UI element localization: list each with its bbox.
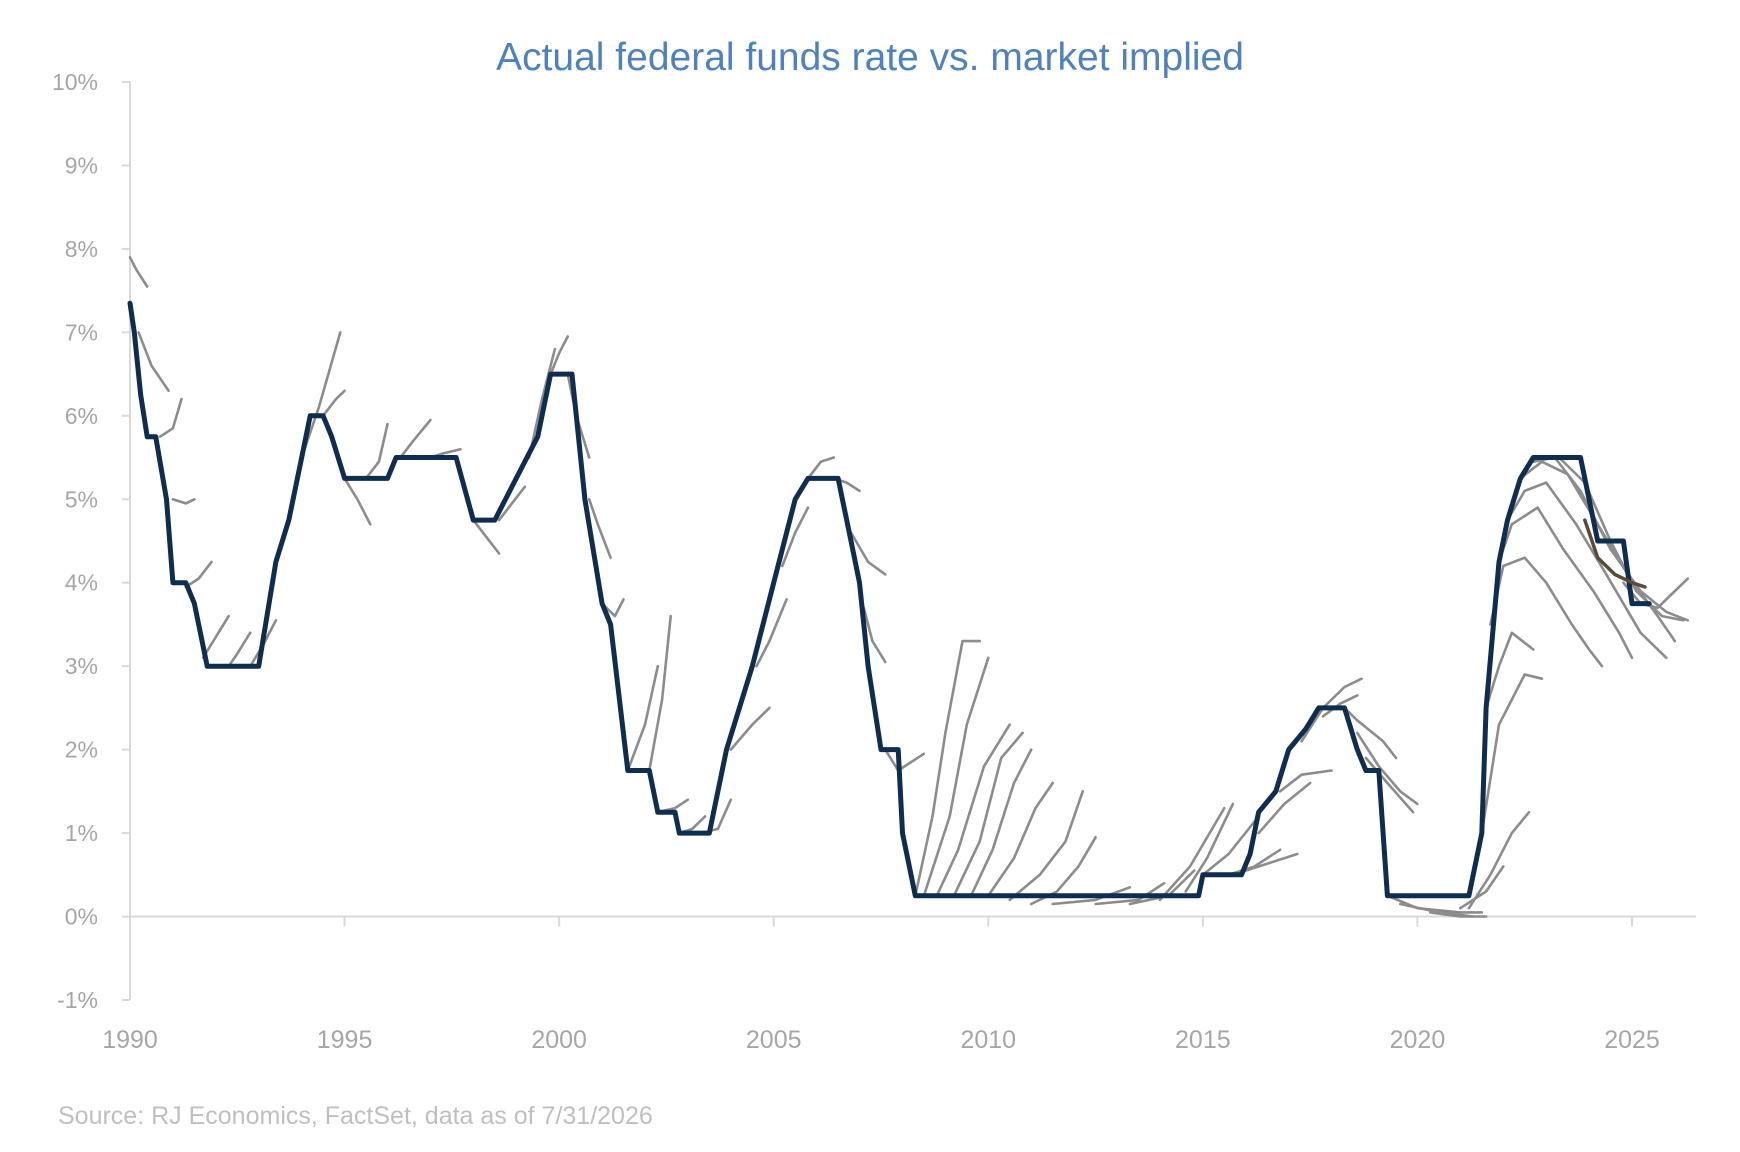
implied-path-58 [1386,894,1484,914]
axes: -1% 0% 1% 2% 3% 4% 5% 6% 7% 8% 9% 10% 1990 1995 2000 20… [52,69,1696,1054]
y-tick-label: 0% [65,904,98,930]
implied-path-22 [626,664,660,772]
y-tick-label: -1% [57,987,98,1013]
x-tick-label: 2020 [1390,1026,1446,1054]
y-tick-label: 9% [65,152,98,178]
implied-path-27 [729,706,771,751]
implied-path-61 [1467,810,1531,910]
implied-path-18 [549,335,569,376]
implied-path-29 [781,506,810,568]
y-tick-label: 6% [65,403,98,429]
y-tick-label: 7% [65,319,98,345]
latest-implied-path [1583,518,1647,589]
y-tick-label: 4% [65,570,98,596]
implied-path-55 [1343,706,1398,760]
actual-rate-line [127,300,1652,899]
implied-path-15 [472,518,501,555]
implied-path-40 [987,781,1054,897]
implied-path-47 [1184,802,1235,893]
implied-path-46 [1158,806,1226,902]
implied-paths [128,256,1690,918]
implied-path-4 [184,560,213,589]
y-tick-label: 8% [65,236,98,262]
y-tick-label: 10% [52,69,98,95]
implied-path-66 [1497,506,1634,660]
implied-path-44 [1094,881,1166,906]
x-tick-label: 1990 [102,1026,158,1054]
implied-path-1 [137,331,170,393]
implied-path-2 [158,397,183,438]
implied-path-56 [1356,731,1419,806]
implied-path-32 [849,531,887,576]
actual-rate [127,300,1652,899]
implied-path-70 [1557,456,1685,622]
implied-path-68 [1519,460,1677,643]
implied-path-3 [171,498,196,505]
implied-path-5 [201,614,230,660]
implied-path-12 [364,422,389,480]
y-tick-label: 2% [65,737,98,763]
implied-path-0 [128,256,149,288]
implied-path-37 [935,723,1011,897]
implied-path-33 [862,606,887,664]
implied-path-53 [1300,677,1363,743]
implied-path-48 [1201,815,1260,877]
implied-path-71 [1622,577,1690,610]
implied-path-23 [648,614,672,772]
implied-path-52 [1278,769,1333,793]
implied-path-35 [914,639,981,897]
implied-path-63 [1480,673,1544,835]
implied-path-34 [884,748,926,772]
implied-path-67 [1506,481,1668,660]
implied-path-17 [527,347,557,459]
x-tick-label: 2005 [746,1026,802,1054]
implied-path-41 [1008,790,1084,902]
y-tick-label: 5% [65,486,98,512]
implied-path-62 [1459,865,1505,910]
implied-path-50 [1244,852,1299,872]
implied-path-6 [227,631,252,668]
implied-path-43 [1051,886,1132,906]
chart-title: Actual federal funds rate vs. market imp… [496,36,1244,79]
implied-path-57 [1364,756,1415,814]
implied-path-25 [678,815,707,835]
x-tick-label: 2025 [1604,1026,1660,1054]
x-tick-label: 2000 [531,1026,587,1054]
implied-path-60 [1429,911,1488,918]
implied-path-28 [755,598,788,668]
implied-path-13 [399,418,432,459]
implied-path-51 [1257,781,1312,835]
implied-path-64 [1484,631,1535,710]
x-tick-label: 1995 [317,1026,373,1054]
implied-path-30 [806,456,836,480]
implied-path-54 [1321,694,1359,718]
implied-path-16 [497,485,527,522]
implied-path-11 [343,477,372,526]
implied-path-36 [922,656,990,897]
source-note: Source: RJ Economics, FactSet, data as o… [58,1102,653,1130]
implied-path-39 [969,748,1033,897]
implied-path-65 [1489,556,1604,668]
y-tick-label: 3% [65,653,98,679]
x-tick-label: 2015 [1175,1026,1231,1054]
implied-path-20 [587,498,612,559]
y-tick-label: 1% [65,820,98,846]
implied-path-10 [321,389,346,418]
implied-path-38 [952,731,1024,897]
x-tick-label: 2010 [960,1026,1016,1054]
